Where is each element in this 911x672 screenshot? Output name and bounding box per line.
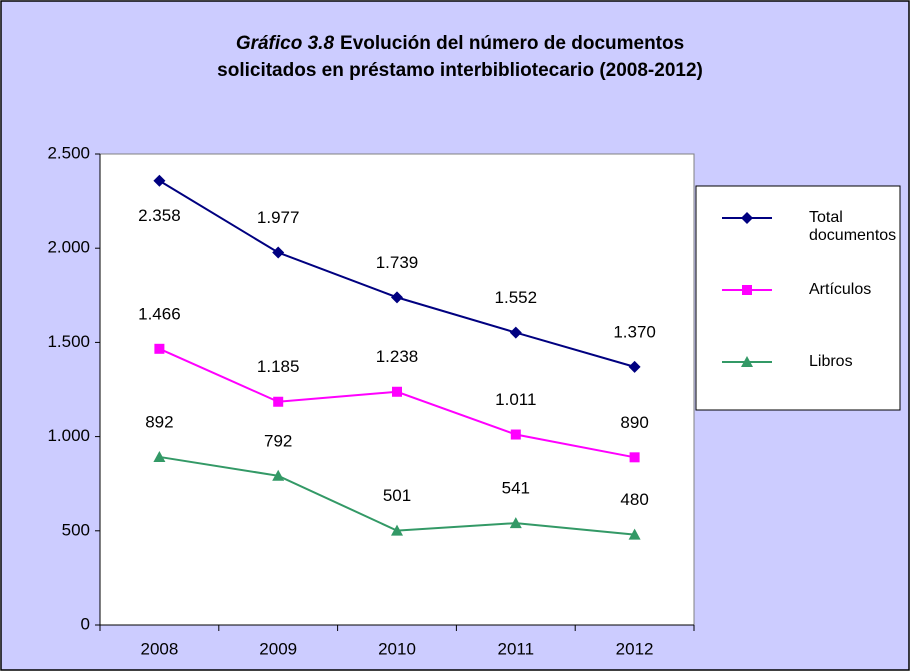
- title-label: Gráfico 3.8: [235, 33, 335, 54]
- data-point: [628, 528, 641, 540]
- data-point: [273, 396, 284, 407]
- y-tick-label: 2.500: [47, 143, 90, 162]
- x-tick-label: 2011: [498, 639, 535, 658]
- data-label: 480: [620, 490, 648, 509]
- legend-marker: [741, 356, 753, 367]
- y-tick-label: 0: [81, 614, 90, 633]
- data-point: [392, 386, 402, 397]
- data-point: [391, 524, 403, 536]
- legend-label: Artículos: [809, 281, 872, 298]
- data-label: 1.466: [138, 304, 181, 323]
- data-label: 501: [383, 486, 411, 505]
- legend-marker: [741, 212, 753, 224]
- data-label: 1.739: [376, 253, 419, 272]
- data-point: [509, 326, 522, 339]
- x-tick-label: 2012: [616, 639, 654, 658]
- data-label: 1.552: [495, 288, 538, 307]
- data-label: 1.238: [376, 347, 419, 366]
- y-tick-label: 2.000: [47, 238, 90, 257]
- title-text: Evolución del número de documentos solic…: [217, 33, 703, 81]
- data-label: 1.185: [257, 357, 300, 376]
- data-label: 892: [145, 412, 173, 431]
- data-point: [629, 452, 640, 463]
- legend-label: Total documentos: [809, 209, 897, 244]
- data-point: [153, 450, 166, 462]
- x-tick-label: 2009: [259, 639, 297, 658]
- data-label: 541: [502, 479, 530, 498]
- data-point: [272, 469, 285, 481]
- chart-title: Gráfico 3.8 Evolución del número de docum…: [200, 30, 720, 84]
- data-label: 1.370: [613, 322, 656, 341]
- y-tick-label: 1.000: [47, 426, 90, 445]
- data-label: 1.977: [257, 208, 300, 227]
- y-tick-label: 500: [62, 520, 90, 539]
- legend-marker: [742, 285, 752, 295]
- data-point: [510, 429, 521, 440]
- data-point: [153, 174, 166, 187]
- legend-label: Libros: [809, 353, 853, 370]
- data-label: 792: [264, 431, 292, 450]
- data-label: 890: [620, 413, 648, 432]
- data-point: [154, 343, 165, 354]
- x-tick-label: 2010: [378, 639, 416, 658]
- legend-box: [695, 185, 901, 411]
- data-label: 2.358: [138, 206, 181, 225]
- x-tick-label: 2008: [140, 639, 178, 658]
- data-label: 1.011: [495, 390, 536, 409]
- y-tick-label: 1.500: [47, 332, 90, 351]
- data-point: [628, 360, 641, 373]
- data-point: [391, 291, 403, 304]
- data-point: [509, 517, 522, 529]
- data-point: [272, 246, 285, 259]
